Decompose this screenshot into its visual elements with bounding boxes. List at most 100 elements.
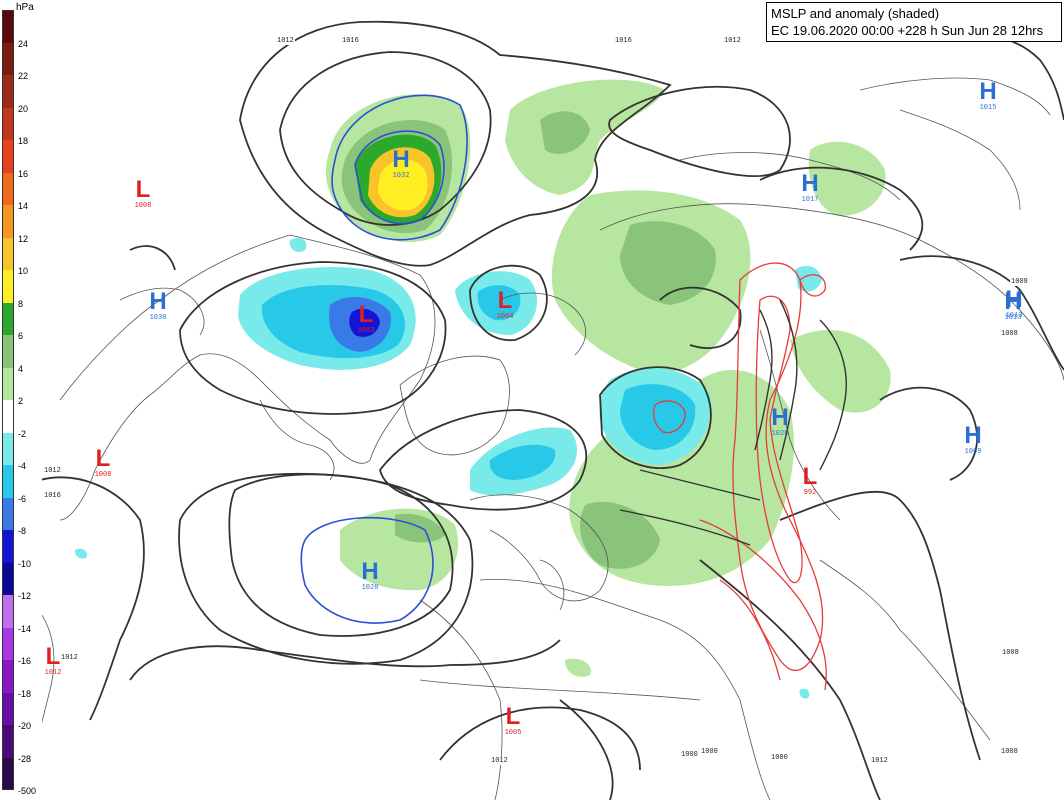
system-value: 1004 — [496, 313, 514, 321]
isobar-label: 1008 — [1010, 278, 1029, 286]
low-pressure-marker: L 1005 — [500, 705, 526, 738]
high-contours — [300, 94, 468, 624]
legend-label: -8 — [18, 526, 27, 536]
low-pressure-marker: L 1012 — [40, 645, 66, 678]
legend-label: 22 — [18, 71, 29, 81]
system-value: 992 — [803, 489, 817, 497]
high-pressure-marker: H 1013 — [1001, 286, 1027, 321]
system-letter: H — [149, 288, 167, 315]
legend-label: 18 — [18, 136, 29, 146]
legend-swatch — [2, 10, 14, 43]
system-letter: H — [979, 78, 997, 105]
system-letter: H — [361, 558, 379, 585]
legend-swatch — [2, 432, 14, 465]
legend-label: 4 — [18, 363, 24, 374]
system-letter: H — [801, 170, 819, 197]
legend-swatch — [2, 530, 14, 563]
legend-swatch — [2, 172, 14, 205]
system-value: 1017 — [801, 196, 819, 204]
system-letter: H — [964, 422, 982, 449]
system-letter: H — [392, 146, 410, 173]
legend-swatch — [2, 75, 14, 108]
system-letter: L — [135, 176, 151, 203]
low-pressure-marker: L 1008 — [90, 445, 116, 480]
system-letter: L — [95, 445, 111, 472]
legend-swatch — [2, 497, 14, 530]
legend-label: 10 — [18, 266, 29, 276]
legend-swatch — [2, 270, 14, 303]
legend-swatch — [2, 757, 14, 790]
legend-label: 20 — [18, 103, 29, 114]
low-pressure-marker: L 1003 — [353, 301, 379, 336]
legend-swatch — [2, 562, 14, 595]
system-value: 1030 — [149, 314, 167, 322]
legend-label: -12 — [18, 591, 32, 601]
isobar-label: 1012 — [870, 757, 889, 765]
system-letter: L — [358, 301, 374, 328]
isobar-label: 1012 — [723, 37, 742, 45]
system-letter: H — [771, 404, 789, 431]
legend-swatch — [2, 302, 14, 335]
isobar-label: 1008 — [1000, 748, 1019, 756]
system-value: 1012 — [44, 669, 62, 677]
legend-swatch — [2, 400, 14, 433]
dense-isobars — [619, 299, 847, 546]
system-value: 1005 — [504, 729, 522, 737]
legend-label: -16 — [18, 656, 32, 666]
system-value: 1013 — [1004, 314, 1022, 322]
low-contours — [653, 262, 827, 691]
isobar-label: 1016 — [43, 492, 62, 500]
system-value: 1020 — [771, 430, 789, 438]
legend-swatch — [2, 595, 14, 628]
title-line-2: EC 19.06.2020 00:00 +228 h Sun Jun 28 12… — [771, 23, 1044, 38]
system-letter: L — [802, 463, 818, 490]
high-pressure-marker: H 1009 — [960, 422, 986, 457]
legend-swatch — [2, 205, 14, 238]
legend-swatch — [2, 140, 14, 173]
low-pressure-marker: L 1008 — [130, 176, 156, 211]
isobars — [39, 20, 1064, 800]
system-value: 1003 — [357, 327, 375, 335]
system-value: 1008 — [134, 202, 152, 210]
legend-label: -4 — [18, 461, 27, 471]
legend-swatch — [2, 660, 14, 693]
isobar-label: 1012 — [60, 654, 79, 662]
system-value: 1009 — [964, 448, 982, 456]
high-pressure-marker: H 1032 — [388, 146, 414, 181]
legend-label: 8 — [18, 298, 24, 309]
legend-label: 14 — [18, 201, 29, 211]
high-pressure-marker: H 1030 — [145, 288, 171, 323]
legend-label: 24 — [18, 38, 29, 49]
system-value: 1028 — [361, 584, 379, 592]
title-box: MSLP and anomaly (shaded) EC 19.06.2020 … — [766, 2, 1062, 42]
legend-swatch — [2, 465, 14, 498]
high-pressure-marker: H 1020 — [767, 404, 793, 439]
legend-label: -2 — [18, 428, 27, 439]
system-letter: H — [1004, 288, 1022, 315]
coastlines — [19, 77, 1064, 800]
system-value: 1032 — [392, 172, 410, 180]
system-value: 1008 — [94, 471, 112, 479]
legend-swatch — [2, 42, 14, 75]
high-pressure-marker: H 1015 — [975, 78, 1001, 113]
legend-swatch — [2, 692, 14, 725]
negative-anomaly-shading — [74, 238, 822, 699]
legend-label: -20 — [18, 721, 32, 731]
system-value: 1013 — [1005, 312, 1023, 320]
isobar-label: 1008 — [1000, 330, 1019, 338]
legend-swatch — [2, 367, 14, 400]
legend-label: -10 — [18, 558, 32, 569]
system-letter: H — [1005, 286, 1023, 313]
isobar-label: 1000 — [680, 751, 699, 759]
legend-unit: hPa — [16, 2, 34, 13]
isobar-label: 1000 — [700, 748, 719, 756]
legend-label: 12 — [18, 233, 29, 244]
legend-swatch — [2, 237, 14, 270]
isobar-label: 1008 — [1001, 649, 1020, 657]
isobar-label: 1012 — [43, 467, 62, 475]
isobar-label: 1012 — [276, 37, 295, 45]
system-value: 1015 — [979, 104, 997, 112]
legend-swatch — [2, 107, 14, 140]
legend-swatch — [2, 335, 14, 368]
